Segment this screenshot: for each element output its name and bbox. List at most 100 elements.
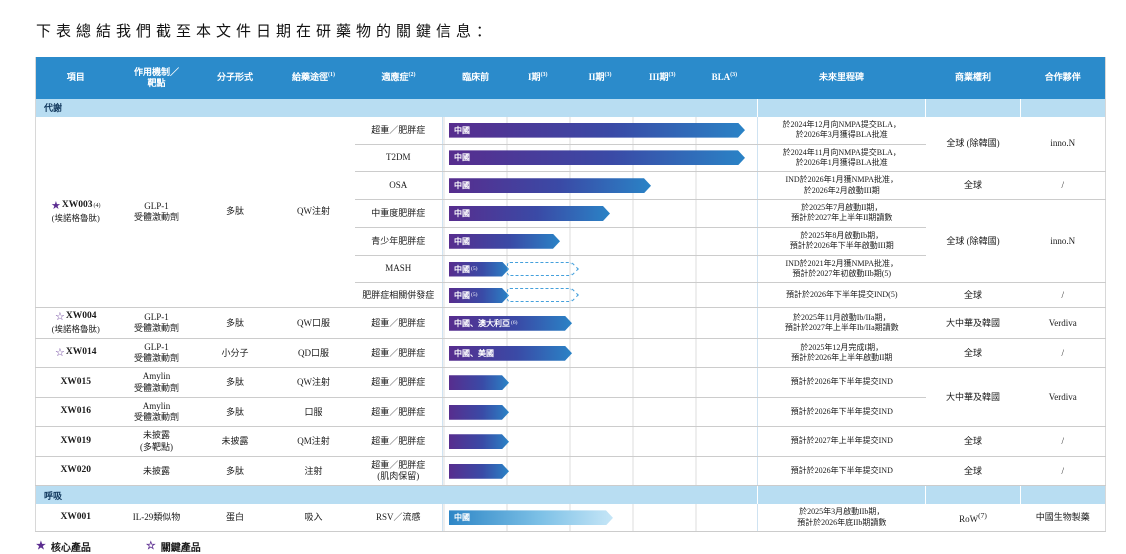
indication-cell: 超重／肥胖症 xyxy=(354,397,443,428)
section-label: 呼吸 xyxy=(35,485,443,505)
bar-region-label: 中國 xyxy=(454,208,470,218)
partner-cell: Verdiva xyxy=(1020,307,1106,339)
project-cell: ★ XW003 (4) (埃諾格魯肽) xyxy=(35,116,116,309)
indication-cell: 中重度肥胖症 xyxy=(354,199,443,228)
bar-region-label: 中國 xyxy=(454,264,470,274)
table-row: ★ XW003 (4) (埃諾格魯肽) GLP-1 受體激動劑 多肽 QW注射 超重… xyxy=(35,116,1106,309)
route-cell: 吸入 xyxy=(272,504,355,533)
table-row: ☆ XW004 (埃諾格魯肽) GLP-1 受體激動劑 多肽 QW口服 超重／肥胖… xyxy=(35,307,1106,339)
phase-timeline-cell: 中國 xyxy=(442,199,758,228)
route-cell: QW口服 xyxy=(272,307,355,339)
table-row: 中重度肥胖症 中國 於2025年7月啟動II期， 預計於2027年上半年II期讀… xyxy=(36,199,1106,284)
route-cell: 注射 xyxy=(272,456,355,487)
milestone-cell: 於2025年3月啟動IIb期， 預計於2026年底IIb期讀數 xyxy=(757,504,926,533)
milestone-cell: 於2025年11月啟動Ib/IIa期， 預計於2027年上半年Ib/IIa期讀數 xyxy=(757,307,926,339)
key-product-star-icon: ☆ xyxy=(145,540,156,553)
column-header-project: 項目 xyxy=(35,57,116,99)
bar-region-label: 中國 xyxy=(454,236,470,246)
project-id: XW016 xyxy=(60,406,92,417)
column-header-bla: BLA(3) xyxy=(711,72,738,83)
partner-cell: 中國生物製藥 xyxy=(1020,504,1106,533)
partner-cell: / xyxy=(1020,456,1106,487)
pipeline-bar: 中國、澳大利亞 (6) xyxy=(449,316,572,331)
commercial-rights-cell: 全球 xyxy=(925,426,1021,457)
milestone-cell: 預計於2027年上半年提交IND xyxy=(757,426,926,457)
partner-cell: / xyxy=(1020,282,1106,309)
milestone-cell: 於2025年12月完成I期， 預計於2026年上半年啟動II期 xyxy=(757,338,926,369)
core-product-star-icon: ★ xyxy=(51,199,61,212)
commercial-rights-cell: 全球 xyxy=(925,338,1021,369)
column-header-molecular-form: 分子形式 xyxy=(197,57,273,99)
indication-cell: RSV／流感 xyxy=(354,504,443,533)
partner-cell: inno.N xyxy=(1020,199,1106,284)
table-row: XW001 IL-29類似物 蛋白 吸入 RSV／流感 中國 於2025年3月啟… xyxy=(35,504,1106,533)
molecular-form-cell: 多肽 xyxy=(197,367,273,398)
mechanism-cell: Amylin 受體激動劑 xyxy=(115,397,198,428)
project-cell: ☆ XW004 (埃諾格魯肽) xyxy=(35,307,116,339)
phase-timeline-cell: 中國 xyxy=(442,227,758,256)
pipeline-bar xyxy=(449,405,509,420)
commercial-rights-cell: 全球 xyxy=(925,282,1021,309)
column-header-phase2: II期(3) xyxy=(588,72,612,83)
indication-cell: 青少年肥胖症 xyxy=(354,227,443,256)
route-cell: 口服 xyxy=(272,397,355,428)
milestone-cell: 預計於2026年下半年提交IND xyxy=(757,397,926,428)
route-cell: QD口服 xyxy=(272,338,355,369)
route-cell: QM注射 xyxy=(272,426,355,457)
milestone-cell: IND於2021年2月獲NMPA批准， 預計於2027年初啟動IIb期(5) xyxy=(757,255,926,284)
phase-timeline-cell xyxy=(442,367,758,398)
column-header-phases: 臨床前 I期(3) II期(3) III期(3) BLA(3) xyxy=(442,57,758,99)
section-phase-strip xyxy=(442,485,758,505)
indication-cell: 超重／肥胖症 xyxy=(354,338,443,369)
partner-cell: / xyxy=(1020,171,1106,201)
route-cell: QW注射 xyxy=(272,116,355,309)
table-row: T2DM 中國 於2024年11月向NMPA提交BLA， 於2026年1月獲得B… xyxy=(36,144,1106,173)
bar-region-label: 中國 xyxy=(454,181,470,191)
indication-cell: 肥胖症相關併發症 xyxy=(354,282,443,309)
column-header-phase1: I期(3) xyxy=(528,72,548,83)
indication-cell: 超重／肥胖症 xyxy=(354,116,443,145)
legend-core-product: ★ 核心產品 xyxy=(36,539,91,554)
project-subname: (埃諾格魯肽) xyxy=(51,324,100,335)
table-row: OSA 中國 IND於2026年1月獲NMPA批准， 於2026年2月啟動III… xyxy=(36,171,1106,201)
legend: ★ 核心產品 ☆ 關鍵產品 xyxy=(36,539,1126,554)
milestone-cell: 預計於2026年下半年提交IND xyxy=(757,456,926,487)
pipeline-bar: 中國 (5) xyxy=(449,262,509,277)
molecular-form-cell: 未披露 xyxy=(197,426,273,457)
phase-timeline-cell: 中國 (5) xyxy=(442,255,758,284)
section-phase-strip xyxy=(442,98,758,117)
phase-timeline-cell xyxy=(442,456,758,487)
phase-timeline-cell: 中國、澳大利亞 (6) xyxy=(442,307,758,339)
bar-region-label: 中國 xyxy=(454,290,470,300)
section-row-metabolic: 代謝 xyxy=(35,98,1106,117)
section-label: 代謝 xyxy=(35,98,443,117)
indication-cell: T2DM xyxy=(354,144,443,173)
pipeline-bar: 中國 (5) xyxy=(449,288,509,303)
milestone-cell: 於2024年12月向NMPA提交BLA， 於2026年3月獲得BLA批准 xyxy=(757,116,926,145)
milestone-cell: 於2025年8月啟動Ib期， 預計於2026年下半年啟動III期 xyxy=(757,227,926,256)
table-row: XW016 Amylin 受體激動劑 多肽 口服 超重／肥胖症 預計於2026年… xyxy=(35,397,1106,428)
column-header-partner: 合作夥伴 xyxy=(1020,57,1106,99)
pipeline-bar: 中國 xyxy=(449,234,560,249)
project-cell: XW015 xyxy=(35,367,116,398)
partner-cell: Verdiva xyxy=(1020,367,1106,428)
project-cell: XW019 xyxy=(35,426,116,457)
milestone-cell: 於2024年11月向NMPA提交BLA， 於2026年1月獲得BLA批准 xyxy=(757,144,926,173)
bar-region-label: 中國、澳大利亞 xyxy=(454,318,510,328)
commercial-rights-cell: RoW(7) xyxy=(925,504,1021,533)
pipeline-bar: 中國 xyxy=(449,123,745,138)
pipeline-bar-dashed-extension xyxy=(507,288,572,303)
column-header-mechanism: 作用機制／ 靶點 xyxy=(115,57,198,99)
mechanism-cell: GLP-1 受體激動劑 xyxy=(115,116,198,309)
phase-timeline-cell: 中國 xyxy=(442,504,758,533)
mechanism-cell: GLP-1 受體激動劑 xyxy=(115,338,198,369)
key-product-star-icon: ☆ xyxy=(55,346,65,359)
key-product-star-icon: ☆ xyxy=(55,310,65,323)
partner-cell: / xyxy=(1020,338,1106,369)
indication-cell: OSA xyxy=(354,171,443,201)
project-id: XW019 xyxy=(60,435,92,446)
molecular-form-cell: 多肽 xyxy=(197,307,273,339)
pipeline-bar: 中國 xyxy=(449,510,613,525)
legend-label: 核心產品 xyxy=(50,543,91,554)
molecular-form-cell: 多肽 xyxy=(197,116,273,309)
